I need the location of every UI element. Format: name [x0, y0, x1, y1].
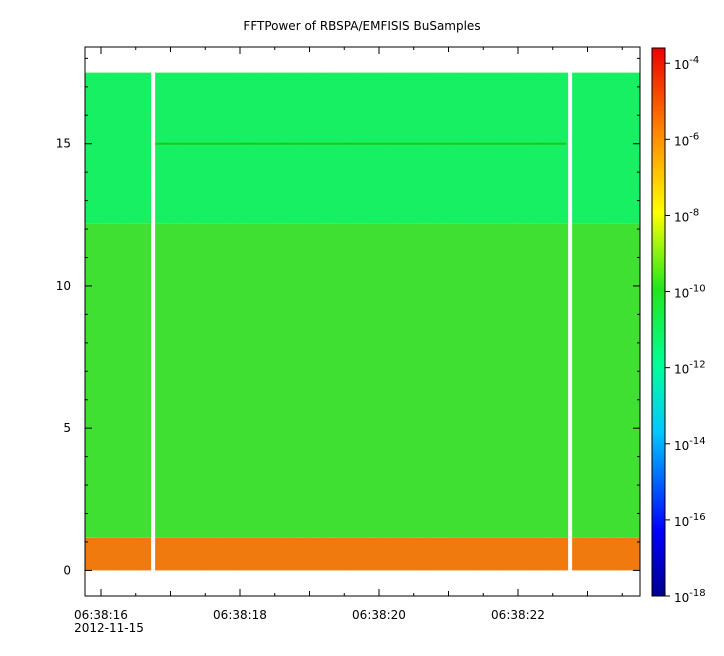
colorbar-tick-label: 10-16 [674, 512, 706, 529]
colorbar-tick-label: 10-10 [674, 284, 706, 301]
x-tick-label: 06:38:16 [74, 608, 128, 622]
chart-title: FFTPower of RBSPA/EMFISIS BuSamples [243, 19, 480, 33]
spectrogram-bands [85, 71, 640, 572]
colorbar-tick-label: 10-6 [674, 131, 699, 148]
y-tick-label: 10 [56, 279, 71, 293]
colorbar-tick-label: 10-12 [674, 360, 706, 377]
colorbar-ticks: 10-4 10-6 10-8 10-10 10-12 10-14 10-16 10-18 [665, 55, 706, 605]
data-gap-1 [568, 71, 573, 572]
colorbar-tick-label: 10-18 [674, 588, 706, 605]
x-tick-label: 06:38:22 [491, 608, 545, 622]
x-date-label: 2012-11-15 [74, 621, 144, 635]
spectrogram-band-2 [85, 72, 640, 224]
x-tick-label: 06:38:20 [352, 608, 406, 622]
y-tick-label: 5 [63, 421, 71, 435]
colorbar-tick-label: 10-8 [674, 207, 699, 224]
spectrogram-band-0 [85, 537, 640, 571]
plot-frame [84, 46, 641, 597]
axes: 0 5 10 15 06:38:16 06:38:18 06:38:20 06:38:22 [56, 47, 640, 622]
y-tick-label: 15 [56, 137, 71, 151]
colorbar [651, 47, 666, 597]
spectrogram-band-1 [85, 223, 640, 538]
colorbar-tick-label: 10-14 [674, 436, 706, 453]
y-tick-label: 0 [63, 563, 71, 577]
colorbar-tick-label: 10-4 [674, 55, 699, 72]
x-tick-label: 06:38:18 [213, 608, 267, 622]
data-gap-0 [151, 71, 156, 572]
